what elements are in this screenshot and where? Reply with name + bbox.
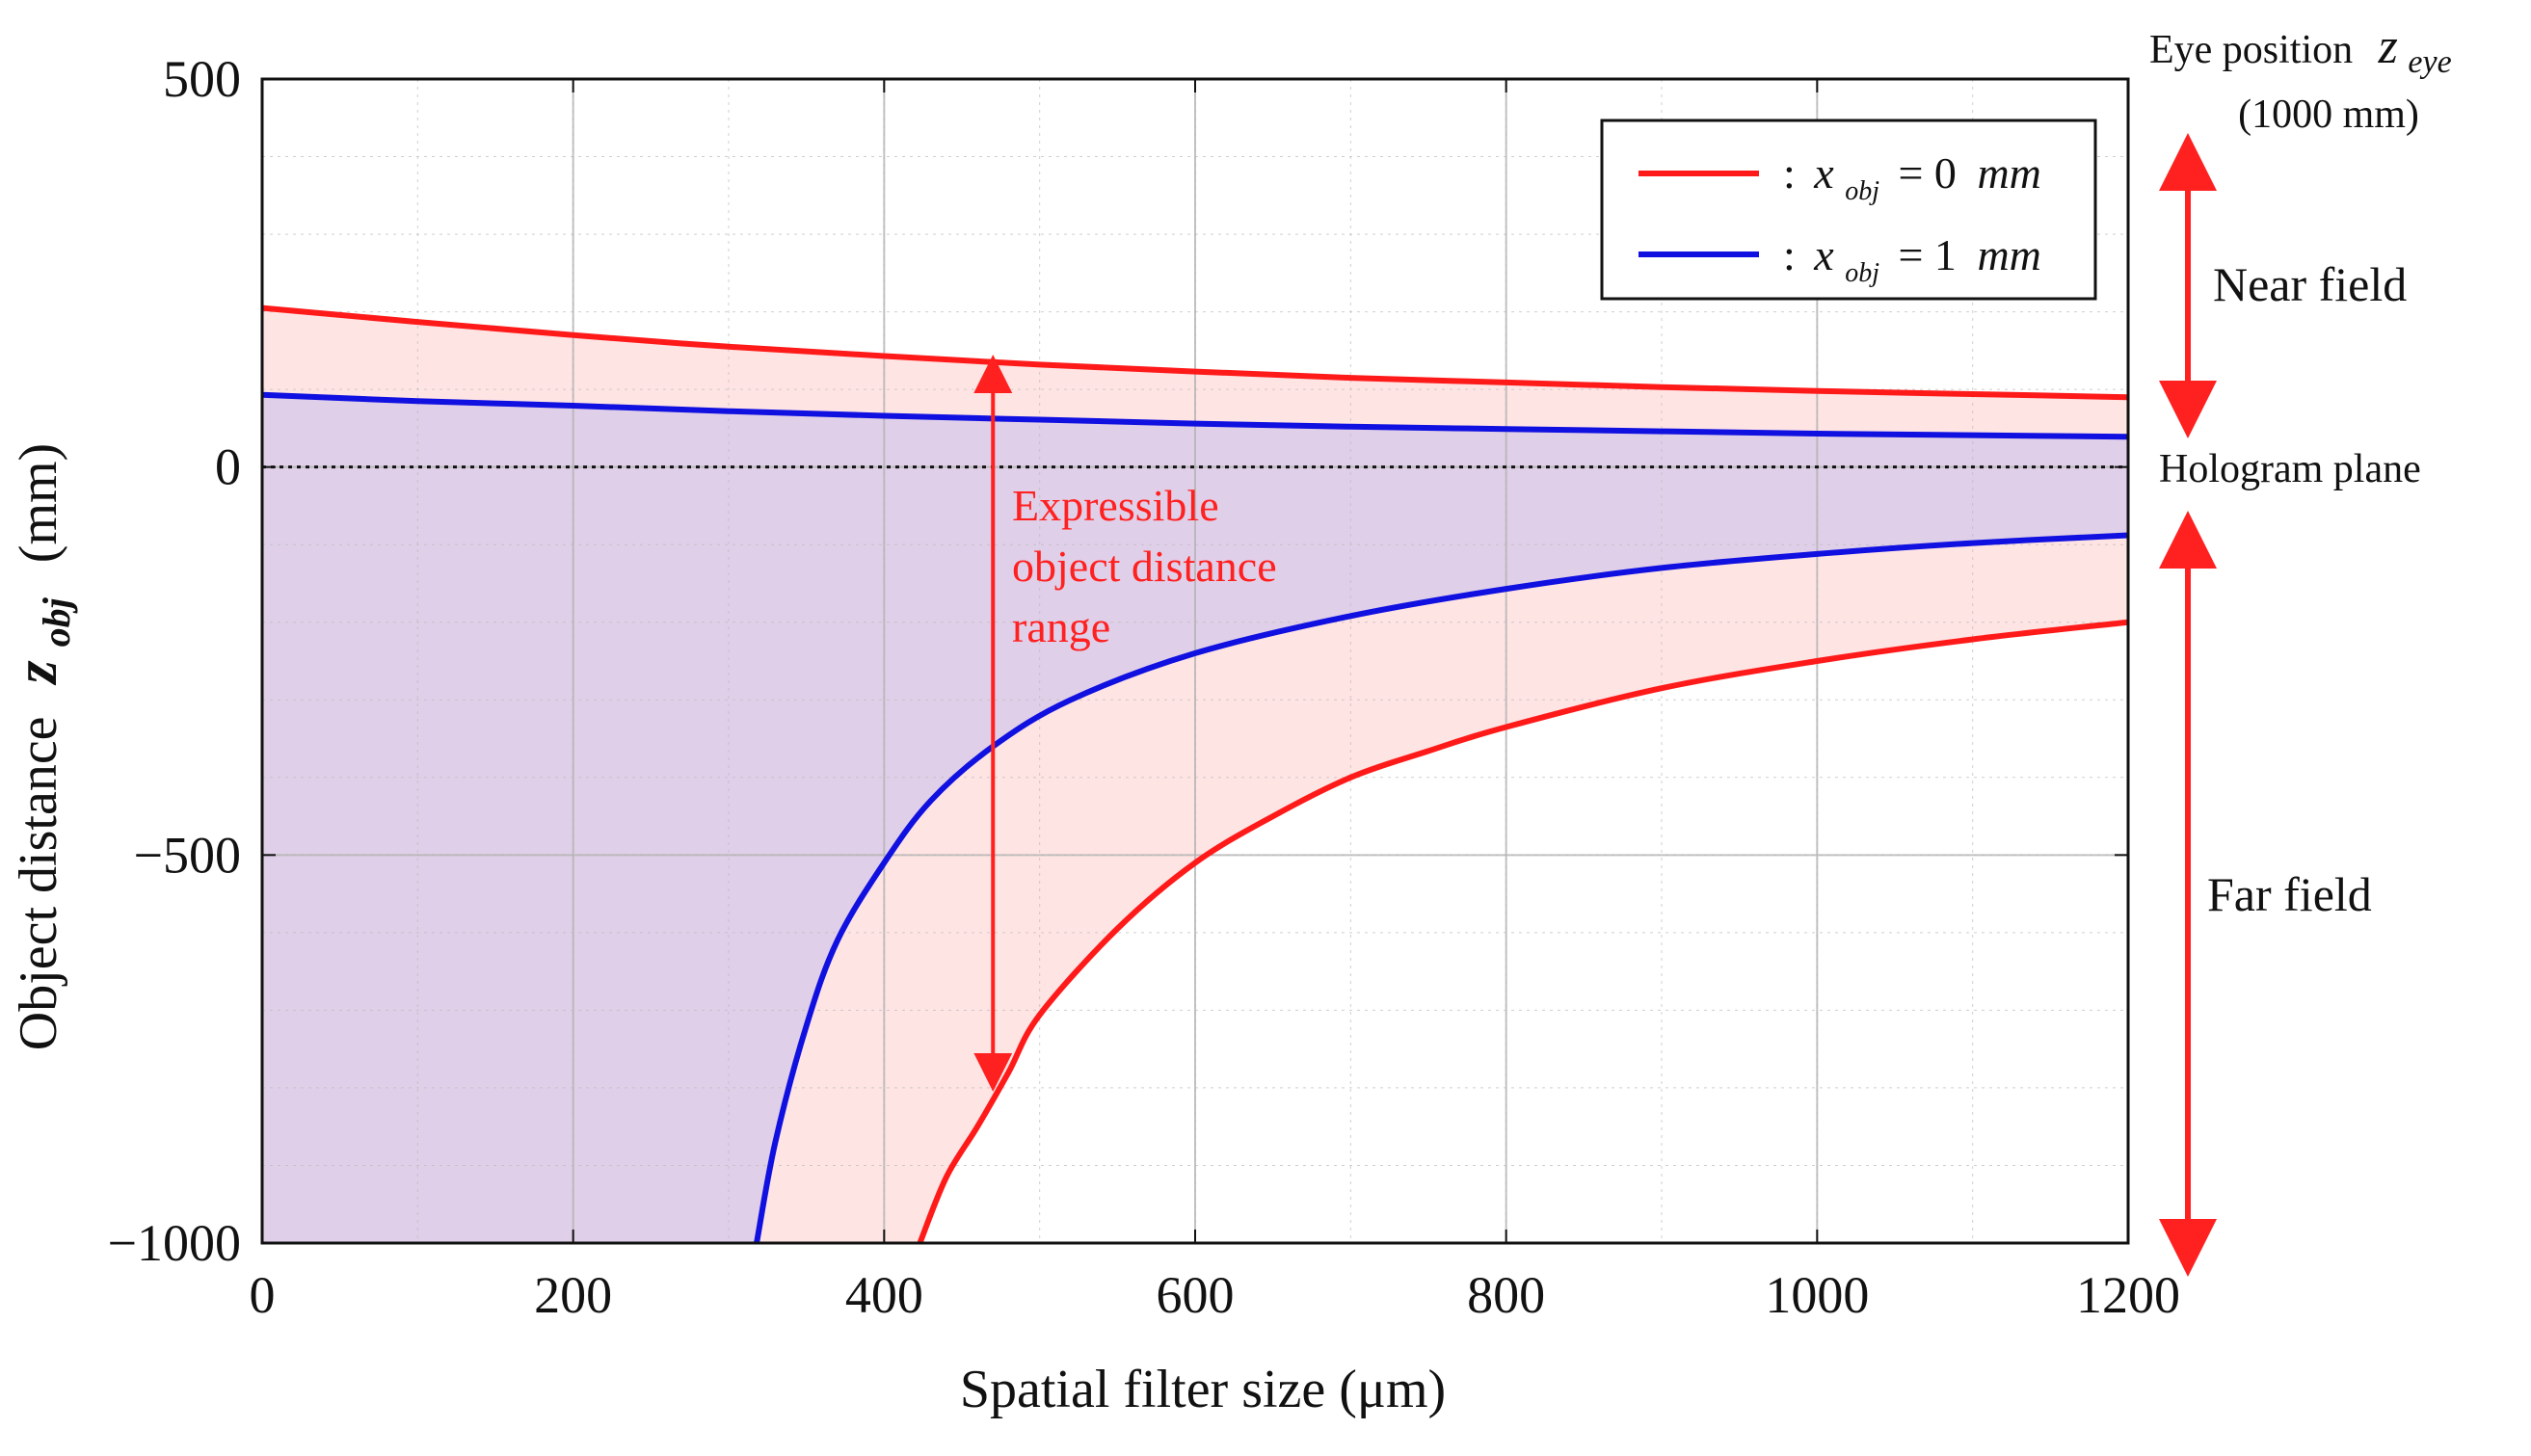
y-tick-label: 500 [163,50,241,108]
eye-position-label: Eye position z eye [2149,19,2452,80]
hologram-plane-label: Hologram plane [2159,447,2421,491]
legend-box [1600,119,2097,301]
y-axis-label-unit: (mm) [9,443,68,563]
svg-text:Object distance z: Object distance z obj (mm) [4,443,82,1050]
x-tick-label: 0 [250,1266,276,1324]
tick-labels: 0 200 400 600 800 1000 1200 −1000 −500 0 500 [108,50,2180,1324]
y-tick-label: −1000 [108,1214,241,1272]
eye-distance-label: (1000 mm) [2238,93,2419,137]
y-tick-label: −500 [134,826,241,884]
series-line-upper-1 [262,391,2128,440]
range-label-line-2: object distance [1012,542,1277,591]
x-tick-label: 1200 [2076,1266,2180,1324]
range-label-line-3: range [1012,602,1110,651]
far-field-label: Far field [2207,867,2372,921]
axes-frame [260,77,2130,1245]
annotations [973,133,2217,1277]
legend-entry-blue: : x obj = 1 mm [1783,230,2041,291]
legend: : x obj = 0 mm : x obj = 1 mm [1600,119,2097,301]
near-field-label: Near field [2213,257,2407,311]
y-axis-label-text: Object distance [9,716,68,1050]
range-label-line-1: Expressible [1012,481,1219,530]
fill-region-series-1 [262,394,2128,1243]
x-tick-label: 600 [1157,1266,1235,1324]
legend-entry-red: : x obj = 0 mm [1783,148,2041,209]
y-axis-label-group: Object distance z obj (mm) [4,443,82,1050]
x-axis-label: Spatial filter size (μm) [960,1360,1446,1419]
x-tick-label: 200 [534,1266,612,1324]
x-tick-label: 800 [1467,1266,1545,1324]
x-tick-label: 1000 [1765,1266,1869,1324]
y-tick-label: 0 [215,438,241,496]
series-line-upper-0 [262,304,2128,401]
y-axis-label-subscript: obj [35,596,78,647]
y-axis-label-symbol: z [4,660,69,685]
series-line-lower-1 [754,532,2128,1243]
x-tick-label: 400 [845,1266,923,1324]
